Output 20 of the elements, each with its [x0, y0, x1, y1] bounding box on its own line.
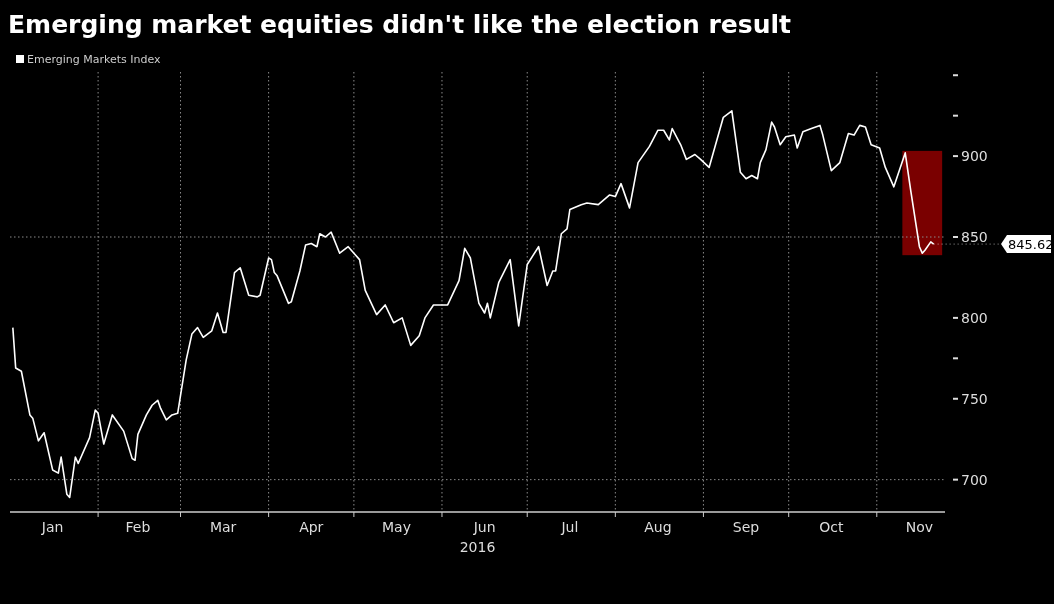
x-tick-label: Aug: [644, 519, 672, 535]
x-tick-label: Oct: [819, 519, 844, 535]
y-tick-label: 700: [961, 471, 988, 488]
x-tick-label: Jun: [472, 519, 496, 535]
annotation: 845.62: [1008, 237, 1054, 253]
y-tick-label: 800: [961, 309, 988, 326]
y-tick-label: 850: [961, 229, 988, 245]
x-tick-label: Feb: [125, 519, 151, 535]
x-tick-label: May: [382, 519, 411, 535]
legend-label: Emerging Markets Index: [27, 53, 162, 66]
x-tick-label: Nov: [905, 519, 934, 535]
y-tick-label: 750: [961, 390, 988, 407]
chart-title: Emerging market equities didn't like the election result: [8, 10, 792, 39]
y-tick-label: 900: [961, 148, 988, 165]
x-tick-label: Jul: [560, 519, 579, 535]
x-tick-label: Apr: [299, 519, 324, 535]
x-axis-title: 2016: [459, 539, 496, 555]
x-tick-label: Jan: [40, 519, 64, 535]
x-tick-label: Sep: [732, 519, 760, 535]
x-tick-label: Mar: [209, 519, 237, 535]
